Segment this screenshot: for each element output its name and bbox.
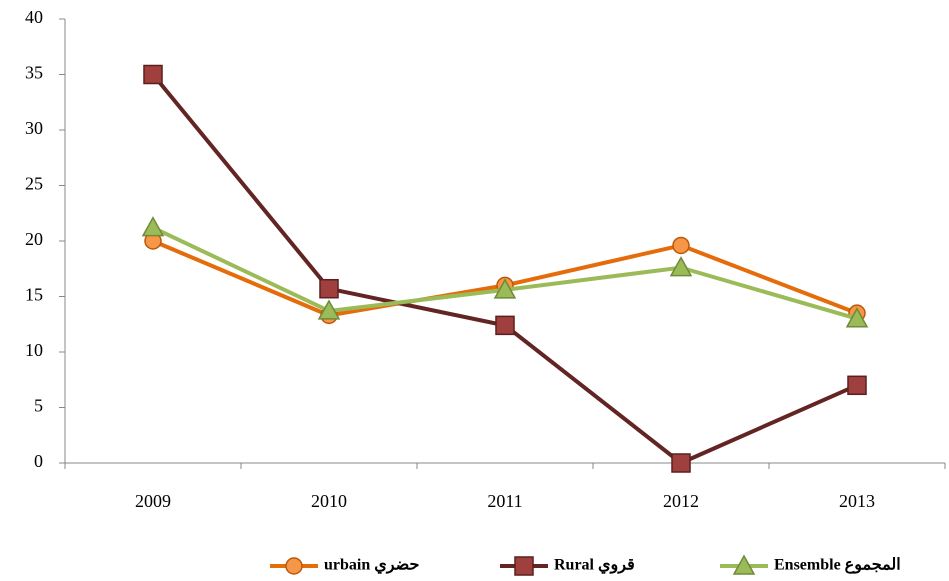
data-point xyxy=(495,315,515,336)
x-tick-label: 2013 xyxy=(839,491,875,511)
data-point xyxy=(493,278,517,299)
data-point xyxy=(143,64,163,85)
x-tick-label: 2009 xyxy=(135,491,171,511)
data-point xyxy=(669,256,693,277)
y-tick-label: 40 xyxy=(25,7,43,27)
y-tick-label: 15 xyxy=(25,285,43,305)
y-tick-label: 0 xyxy=(34,451,43,471)
legend-marker xyxy=(285,557,303,575)
y-tick-label: 30 xyxy=(25,118,43,138)
x-tick-label: 2010 xyxy=(311,491,347,511)
legend-label: urbain حضري xyxy=(324,557,419,575)
legend-marker xyxy=(514,556,534,576)
y-tick-label: 10 xyxy=(25,340,43,360)
data-point xyxy=(317,299,341,320)
data-point xyxy=(319,278,339,299)
y-tick-label: 5 xyxy=(34,396,43,416)
x-tick-label: 2011 xyxy=(487,491,522,511)
data-point xyxy=(141,216,165,237)
data-point xyxy=(672,236,690,255)
data-point xyxy=(671,453,691,473)
legend-marker xyxy=(732,554,756,575)
data-point xyxy=(847,375,867,396)
data-point xyxy=(845,307,869,328)
series-line xyxy=(151,73,858,466)
x-tick-label: 2012 xyxy=(663,491,699,511)
legend-label: Ensemble المجموع xyxy=(774,557,901,575)
y-tick-label: 20 xyxy=(25,229,43,249)
legend-label: Rural قروي xyxy=(554,557,635,575)
y-tick-label: 25 xyxy=(25,174,43,194)
y-tick-label: 35 xyxy=(25,63,43,83)
